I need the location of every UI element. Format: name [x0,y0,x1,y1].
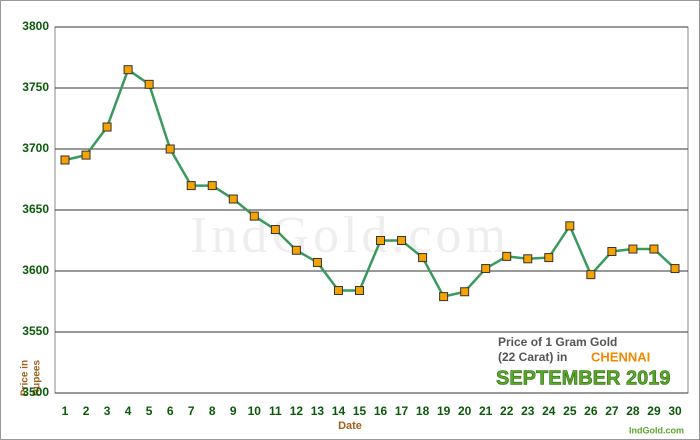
x-tick-label: 21 [479,404,493,418]
x-tick-label: 5 [146,404,153,418]
marker [333,286,343,296]
y-tick-label: 3700 [22,141,49,155]
watermark: IndGold.com [190,207,510,264]
marker [439,292,449,302]
marker [670,264,680,274]
x-tick-label: 18 [416,404,430,418]
marker [523,254,533,264]
marker [228,194,238,204]
annotation-month: SEPTEMBER 2019 [496,367,671,389]
marker [565,221,575,231]
y-axis-label: Price in [20,360,31,396]
annotation: Price of 1 Gram Gold (22 Carat) in CHENN… [496,335,671,389]
y-tick-label: 3500 [22,385,49,399]
marker [270,225,280,235]
marker [312,257,322,267]
marker [186,181,196,191]
marker [144,79,154,89]
annotation-text: (22 Carat) in [498,350,567,364]
x-tick-label: 22 [500,404,514,418]
marker [249,211,259,221]
x-tick-label: 9 [230,404,237,418]
marker [123,65,133,75]
marker [586,270,596,280]
marker [354,286,364,296]
annotation-text: Price of 1 Gram Gold [498,335,617,349]
x-tick-label: 25 [563,404,577,418]
x-tick-label: 6 [167,404,174,418]
y-tick-label: 3650 [22,202,49,216]
marker [460,287,470,297]
marker [607,246,617,256]
x-tick-label: 23 [521,404,535,418]
x-tick-label: 1 [62,404,69,418]
marker [628,244,638,254]
x-tick-label: 15 [353,404,367,418]
marker [102,122,112,132]
marker [649,244,659,254]
line [64,67,676,299]
marker [502,251,512,261]
marker [397,236,407,245]
marker [418,253,428,263]
x-tick-label: 28 [626,404,640,418]
x-tick-label: 14 [332,404,346,418]
x-tick-label: 13 [311,404,325,418]
marker [544,253,554,263]
x-tick-label: 26 [584,404,598,418]
marker [81,150,91,160]
x-tick-label: 2 [83,404,90,418]
annotation-city: CHENNAI [591,349,650,364]
y-tick-label: 3600 [22,263,49,277]
y-tick-label: 3800 [22,19,49,33]
x-tick-label: 27 [605,404,619,418]
marker [481,264,491,274]
x-tick-label: 30 [668,404,682,418]
x-tick-label: 19 [437,404,451,418]
marker [165,144,175,154]
x-tick-label: 12 [290,404,304,418]
x-tick-label: 4 [125,404,132,418]
x-tick-label: 17 [395,404,409,418]
source: IndGold.com [629,425,684,435]
y-tick-label: 3550 [22,324,49,338]
x-tick-label: 7 [188,404,195,418]
marker [60,155,70,165]
marker [376,236,386,245]
marker [207,181,217,191]
marker [291,245,301,255]
x-tick-label: 24 [542,404,556,418]
x-tick-label: 11 [269,404,282,418]
x-axis-label: Date [338,420,362,432]
x-tick-label: 29 [647,404,661,418]
y-tick-label: 3750 [22,80,49,94]
x-tick-label: 10 [248,404,262,418]
x-tick-label: 8 [209,404,216,418]
y-axis-label: Rupees [32,360,43,397]
x-tick-label: 16 [374,404,388,418]
x-tick-label: 3 [104,404,111,418]
x-tick-label: 20 [458,404,472,418]
